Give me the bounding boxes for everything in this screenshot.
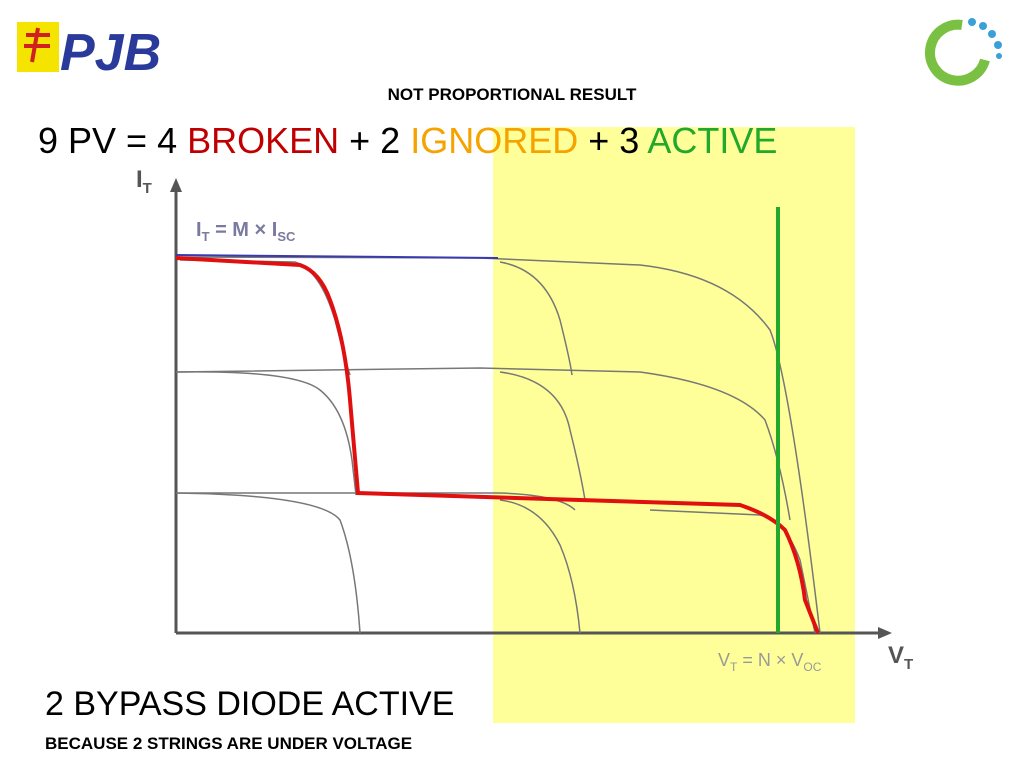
label-part: V [888, 642, 904, 669]
caption-note: BECAUSE 2 STRINGS ARE UNDER VOLTAGE [45, 734, 412, 753]
label-part: I [196, 219, 202, 241]
logo-dots-part [994, 41, 1002, 49]
equation-text: + 3 [578, 120, 647, 161]
iv-curves-part [499, 499, 581, 634]
logo-dots-part [968, 18, 976, 26]
label-part: SC [277, 229, 296, 244]
iv-curves-part [499, 261, 573, 376]
equation-ignored: IGNORED [410, 120, 578, 161]
x-axis-label: VT [888, 642, 913, 673]
short-circuit-line [175, 254, 499, 259]
logo-text: PJB [60, 24, 161, 82]
logo-arc [924, 19, 990, 86]
logo-dots-part [988, 30, 996, 38]
y-axis-label: IT [136, 166, 152, 197]
caption-title: 2 BYPASS DIODE ACTIVE [45, 685, 454, 723]
label-part: = N × V [737, 650, 803, 670]
iv-curves-part [175, 367, 791, 521]
iv-curves-part [175, 492, 361, 634]
logo-dots-part [996, 53, 1002, 59]
label-part: I [136, 166, 143, 193]
label-part: = M × I [210, 219, 278, 241]
logo-symbol [24, 27, 50, 63]
iv-curves-part [499, 371, 586, 501]
right-logo [924, 18, 1002, 86]
pjb-logo: PJB [17, 22, 161, 82]
equation-active: ACTIVE [647, 120, 777, 161]
label-part: V [718, 650, 730, 670]
operating-curve [175, 256, 820, 634]
subtitle: NOT PROPORTIONAL RESULT [388, 85, 637, 104]
label-part: T [143, 180, 152, 197]
axes [174, 190, 880, 635]
label-part: T [904, 656, 913, 673]
iv-curves-part [175, 371, 357, 496]
equation: 9 PV = 4 BROKEN + 2 IGNORED + 3 ACTIVE [38, 120, 777, 161]
highlight-region [493, 127, 855, 723]
logo-dots-part [979, 22, 987, 30]
equation-broken: BROKEN [187, 120, 339, 161]
label-part: T [730, 660, 738, 674]
iv-curves-part [175, 256, 821, 634]
label-part: OC [803, 660, 821, 674]
logo-dots [968, 18, 1002, 59]
voltage-formula: VT = N × VOC [718, 650, 822, 674]
equation-text: 9 PV = 4 [38, 120, 187, 161]
label-part: T [202, 229, 210, 244]
iv-curves-part [179, 259, 351, 376]
equation-text: + 2 [339, 120, 410, 161]
current-formula: IT = M × ISC [196, 219, 296, 244]
